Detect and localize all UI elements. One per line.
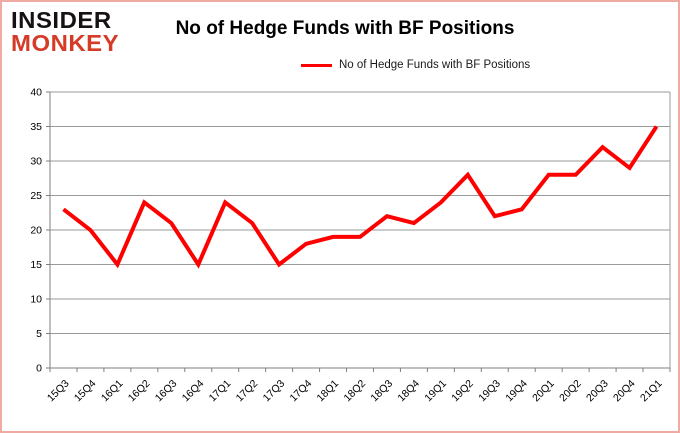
x-axis-label: 17Q2 [234, 378, 261, 405]
x-axis-label: 17Q1 [207, 378, 234, 405]
y-axis-label: 10 [30, 294, 42, 306]
logo-line2: MONKEY [11, 29, 120, 56]
x-axis-label: 20Q3 [584, 378, 611, 405]
y-axis-label: 30 [30, 156, 42, 168]
x-axis-label: 20Q4 [611, 378, 638, 405]
legend-line-swatch [301, 63, 332, 67]
y-axis-label: 35 [30, 121, 42, 133]
chart-title: No of Hedge Funds with BF Positions [175, 18, 515, 39]
series-line [62, 125, 659, 269]
y-axis-label: 25 [30, 190, 42, 202]
y-axis-label: 15 [30, 259, 42, 271]
y-axis-label: 0 [36, 363, 42, 375]
y-axis-label: 40 [30, 87, 42, 99]
x-axis-label: 15Q4 [72, 378, 99, 405]
x-axis-label: 18Q4 [395, 378, 422, 405]
legend-label: No of Hedge Funds with BF Positions [339, 59, 531, 71]
x-axis-label: 21Q1 [638, 378, 665, 405]
x-axis-label: 16Q1 [99, 378, 126, 405]
x-axis-label: 18Q3 [368, 378, 395, 405]
insider-monkey-logo: INSIDER MONKEY [11, 9, 119, 54]
legend: No of Hedge Funds with BF Positions [301, 59, 530, 71]
x-axis-label: 18Q1 [315, 378, 342, 405]
x-axis-label: 20Q1 [530, 378, 557, 405]
x-axis-label: 19Q3 [476, 378, 503, 405]
x-axis-label: 17Q4 [288, 378, 315, 405]
x-axis-label: 16Q4 [180, 378, 207, 405]
x-axis-label: 16Q3 [153, 378, 180, 405]
x-axis-label: 19Q4 [503, 378, 530, 405]
logo-line1: INSIDER [11, 7, 112, 33]
x-axis-label: 16Q2 [126, 378, 153, 405]
x-axis-label: 19Q2 [449, 378, 476, 405]
x-axis-label: 20Q2 [557, 378, 584, 405]
y-axis-label: 5 [36, 328, 42, 340]
x-axis-label: 17Q3 [261, 378, 288, 405]
y-axis-label: 20 [30, 225, 42, 237]
x-axis-label: 19Q1 [422, 378, 449, 405]
x-axis-label: 18Q2 [341, 378, 368, 405]
x-axis-label: 15Q3 [45, 378, 72, 405]
